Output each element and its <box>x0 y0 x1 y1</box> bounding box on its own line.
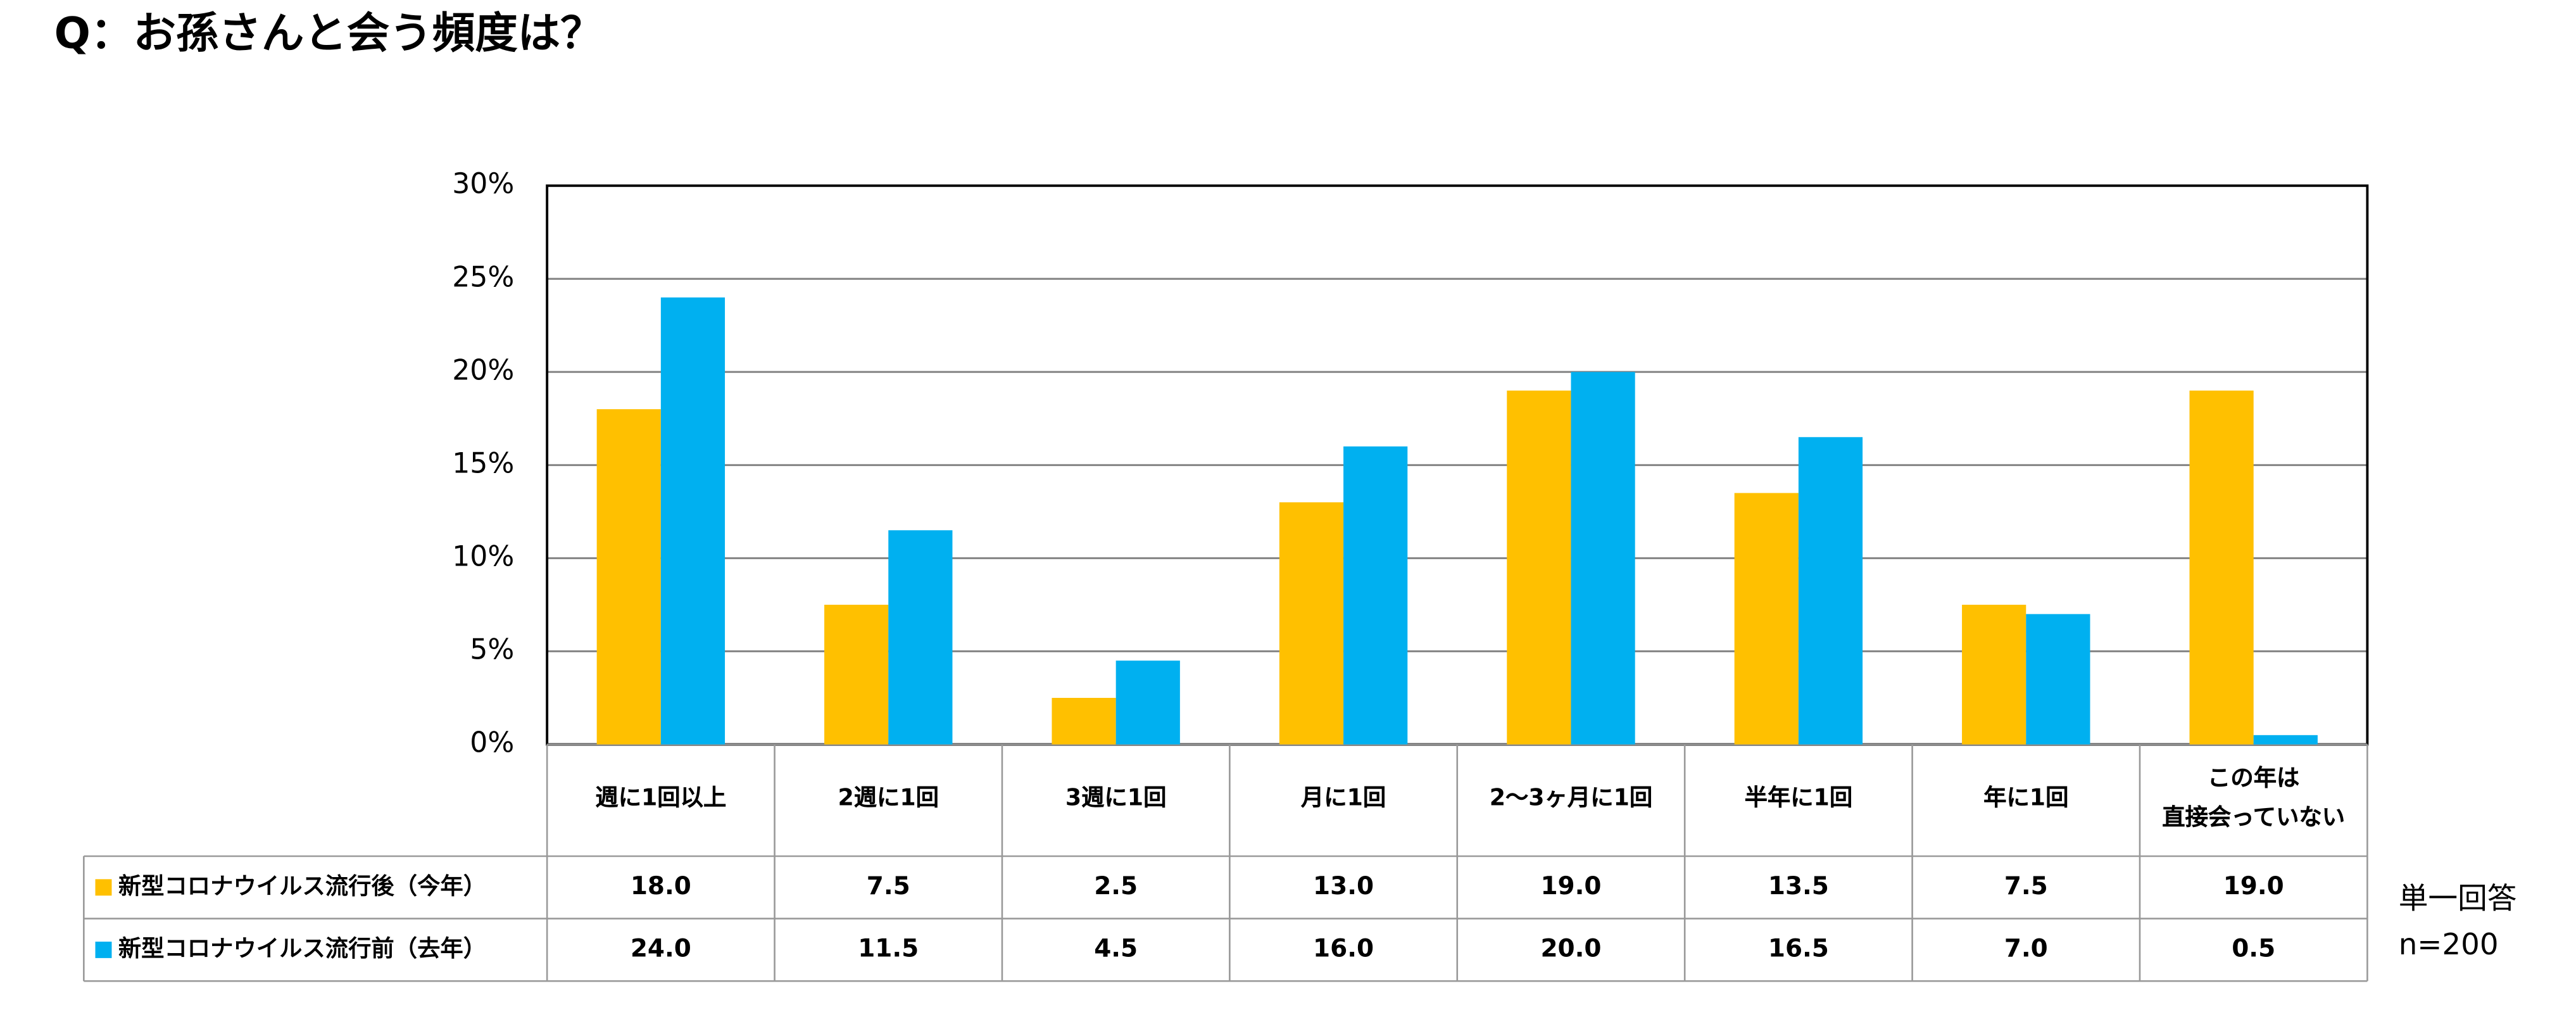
table-value: 0.5 <box>2232 934 2275 963</box>
bar <box>1507 390 1571 745</box>
y-tick-label: 15% <box>452 447 514 479</box>
bar <box>2253 735 2318 745</box>
bar <box>824 604 889 745</box>
y-tick-label: 20% <box>452 354 514 386</box>
y-tick-label: 0% <box>470 727 514 759</box>
bar <box>660 297 726 745</box>
category-cell: 2週に1回 <box>838 785 939 812</box>
category-cell: 3週に1回 <box>1065 785 1167 812</box>
y-tick-label: 30% <box>452 168 514 200</box>
table-value: 16.5 <box>1768 934 1829 963</box>
legend-swatch <box>95 941 112 958</box>
category-cell: 週に1回以上 <box>595 785 727 812</box>
bar <box>596 409 661 745</box>
x-tick-label: 月に1回 <box>1300 785 1386 812</box>
bar <box>1343 446 1408 745</box>
bar <box>2026 614 2090 745</box>
table-value: 7.5 <box>867 872 910 901</box>
bar <box>1115 661 1180 745</box>
y-tick-label: 25% <box>452 261 514 293</box>
category-cell: この年は 直接会っていない <box>2162 766 2346 832</box>
x-tick-label: 週に1回以上 <box>595 785 727 812</box>
table-value: 13.5 <box>1768 872 1829 901</box>
x-tick-label: 2週に1回 <box>838 785 939 812</box>
table-value: 13.0 <box>1313 872 1374 901</box>
x-tick-label: 2～3ヶ月に1回 <box>1489 785 1653 812</box>
table-value: 11.5 <box>858 934 919 963</box>
legend-label: 新型コロナウイルス流行前（去年） <box>118 935 486 962</box>
legend-label: 新型コロナウイルス流行後（今年） <box>118 872 486 899</box>
x-tick-label: この年は 直接会っていない <box>2162 766 2346 832</box>
table-value: 24.0 <box>631 934 691 963</box>
table-value: 18.0 <box>631 872 691 901</box>
bar <box>888 530 953 745</box>
table-value: 16.0 <box>1313 934 1374 963</box>
table-value: 19.0 <box>2223 872 2284 901</box>
table-value: 7.0 <box>2004 934 2048 963</box>
chart-title: Q：お孫さんと会う頻度は？ <box>54 8 603 58</box>
x-tick-label: 年に1回 <box>1983 785 2069 812</box>
x-tick-label: 3週に1回 <box>1065 785 1167 812</box>
legend-swatch <box>95 879 112 896</box>
category-cell: 半年に1回 <box>1744 785 1853 812</box>
table-value: 7.5 <box>2004 872 2048 901</box>
note: 単一回答 <box>2399 882 2517 916</box>
table-value: 19.0 <box>1540 872 1601 901</box>
note: n=200 <box>2399 928 2499 962</box>
category-cell: 2～3ヶ月に1回 <box>1489 785 1653 812</box>
x-tick-label: 半年に1回 <box>1744 785 1853 812</box>
table-value: 4.5 <box>1094 934 1138 963</box>
table-value: 20.0 <box>1540 934 1601 963</box>
y-tick-label: 5% <box>470 633 514 666</box>
table-value: 2.5 <box>1094 872 1138 901</box>
bar <box>1962 604 2026 745</box>
bar <box>1734 493 1799 745</box>
category-cell: 月に1回 <box>1300 785 1386 812</box>
category-cell: 年に1回 <box>1983 785 2069 812</box>
bar <box>2189 390 2254 745</box>
bar <box>1279 502 1344 745</box>
bar <box>1571 372 1635 745</box>
y-tick-label: 10% <box>452 540 514 572</box>
bar <box>1052 698 1116 745</box>
bar <box>1798 437 1863 745</box>
